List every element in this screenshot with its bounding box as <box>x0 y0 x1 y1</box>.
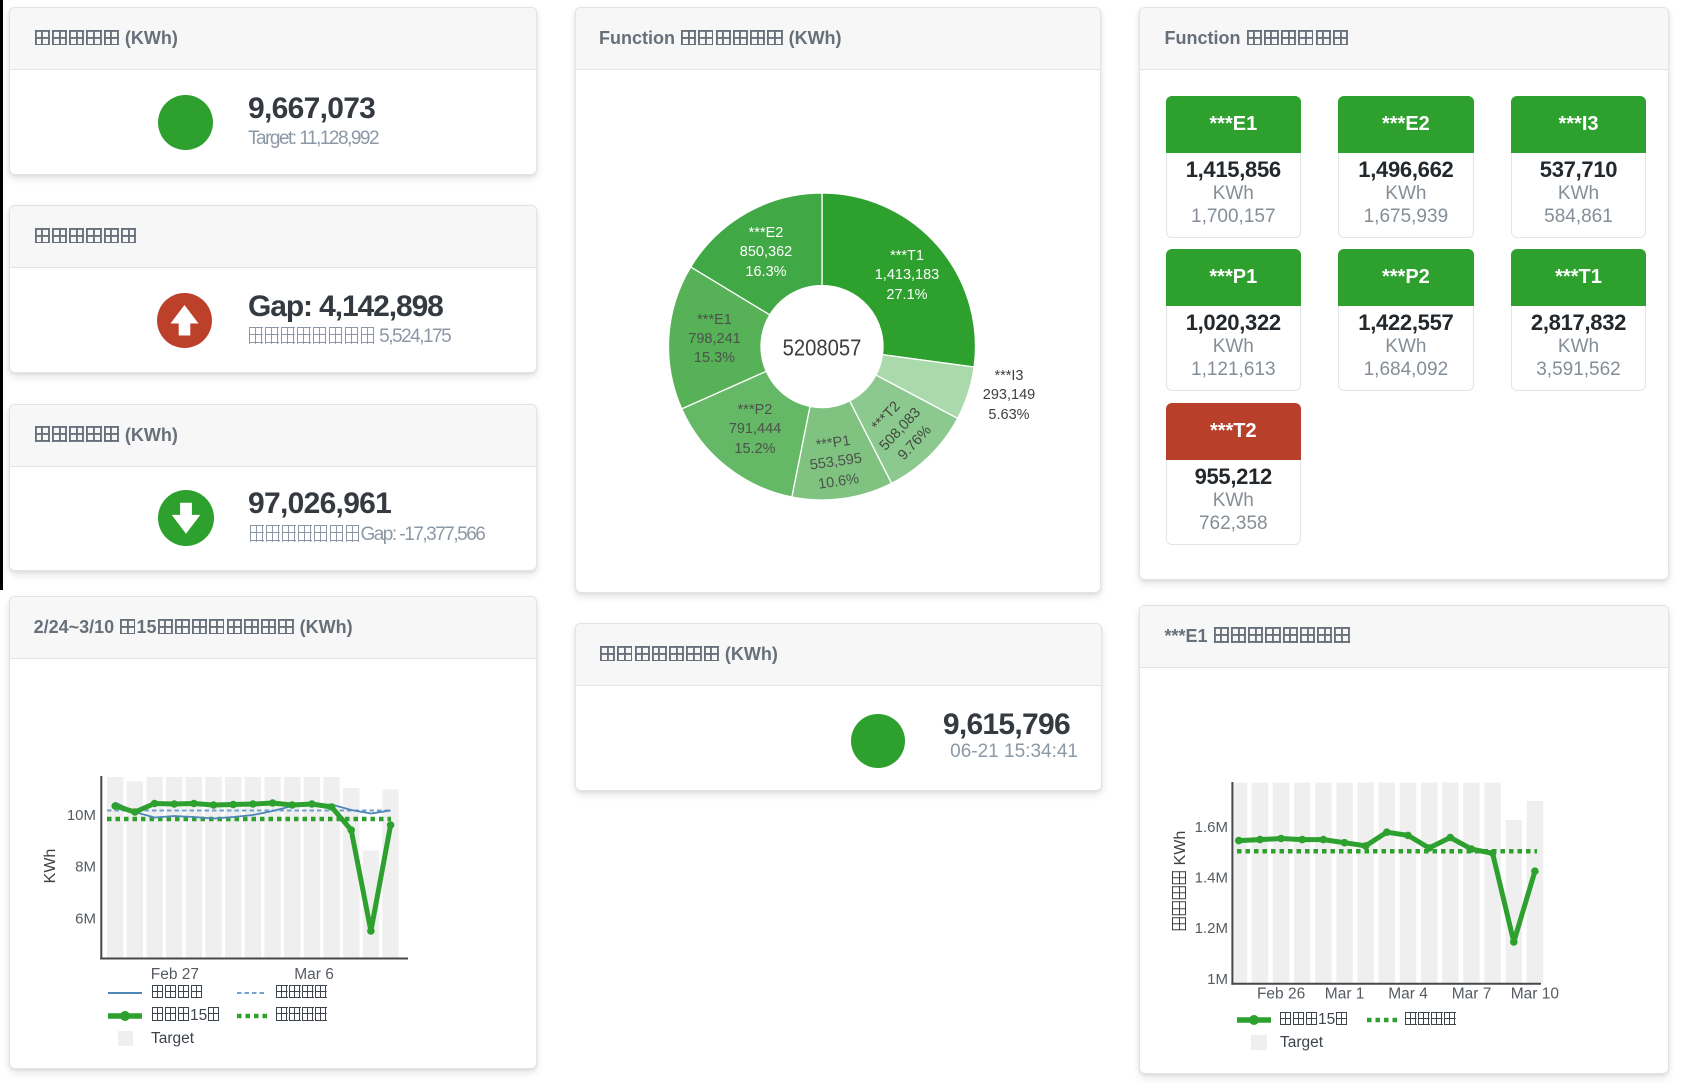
svg-text:1.6M: 1.6M <box>1195 819 1228 836</box>
svg-text:Mar 1: Mar 1 <box>1325 986 1365 1003</box>
svg-text:Feb 27: Feb 27 <box>151 966 199 983</box>
svg-text:Mar 10: Mar 10 <box>1511 986 1560 1003</box>
svg-text:KWh: KWh <box>42 849 59 884</box>
svg-text:1M: 1M <box>1207 971 1228 988</box>
svg-text:10M: 10M <box>67 807 96 824</box>
svg-text:Mar 4: Mar 4 <box>1388 986 1428 1003</box>
svg-text:Mar 7: Mar 7 <box>1452 986 1492 1003</box>
svg-text:Feb 26: Feb 26 <box>1257 986 1305 1003</box>
svg-text:Mar 6: Mar 6 <box>294 966 334 983</box>
svg-text:1.2M: 1.2M <box>1195 920 1228 937</box>
svg-text:1.4M: 1.4M <box>1195 870 1228 887</box>
svg-text:6M: 6M <box>75 910 96 927</box>
svg-text:8M: 8M <box>75 859 96 876</box>
